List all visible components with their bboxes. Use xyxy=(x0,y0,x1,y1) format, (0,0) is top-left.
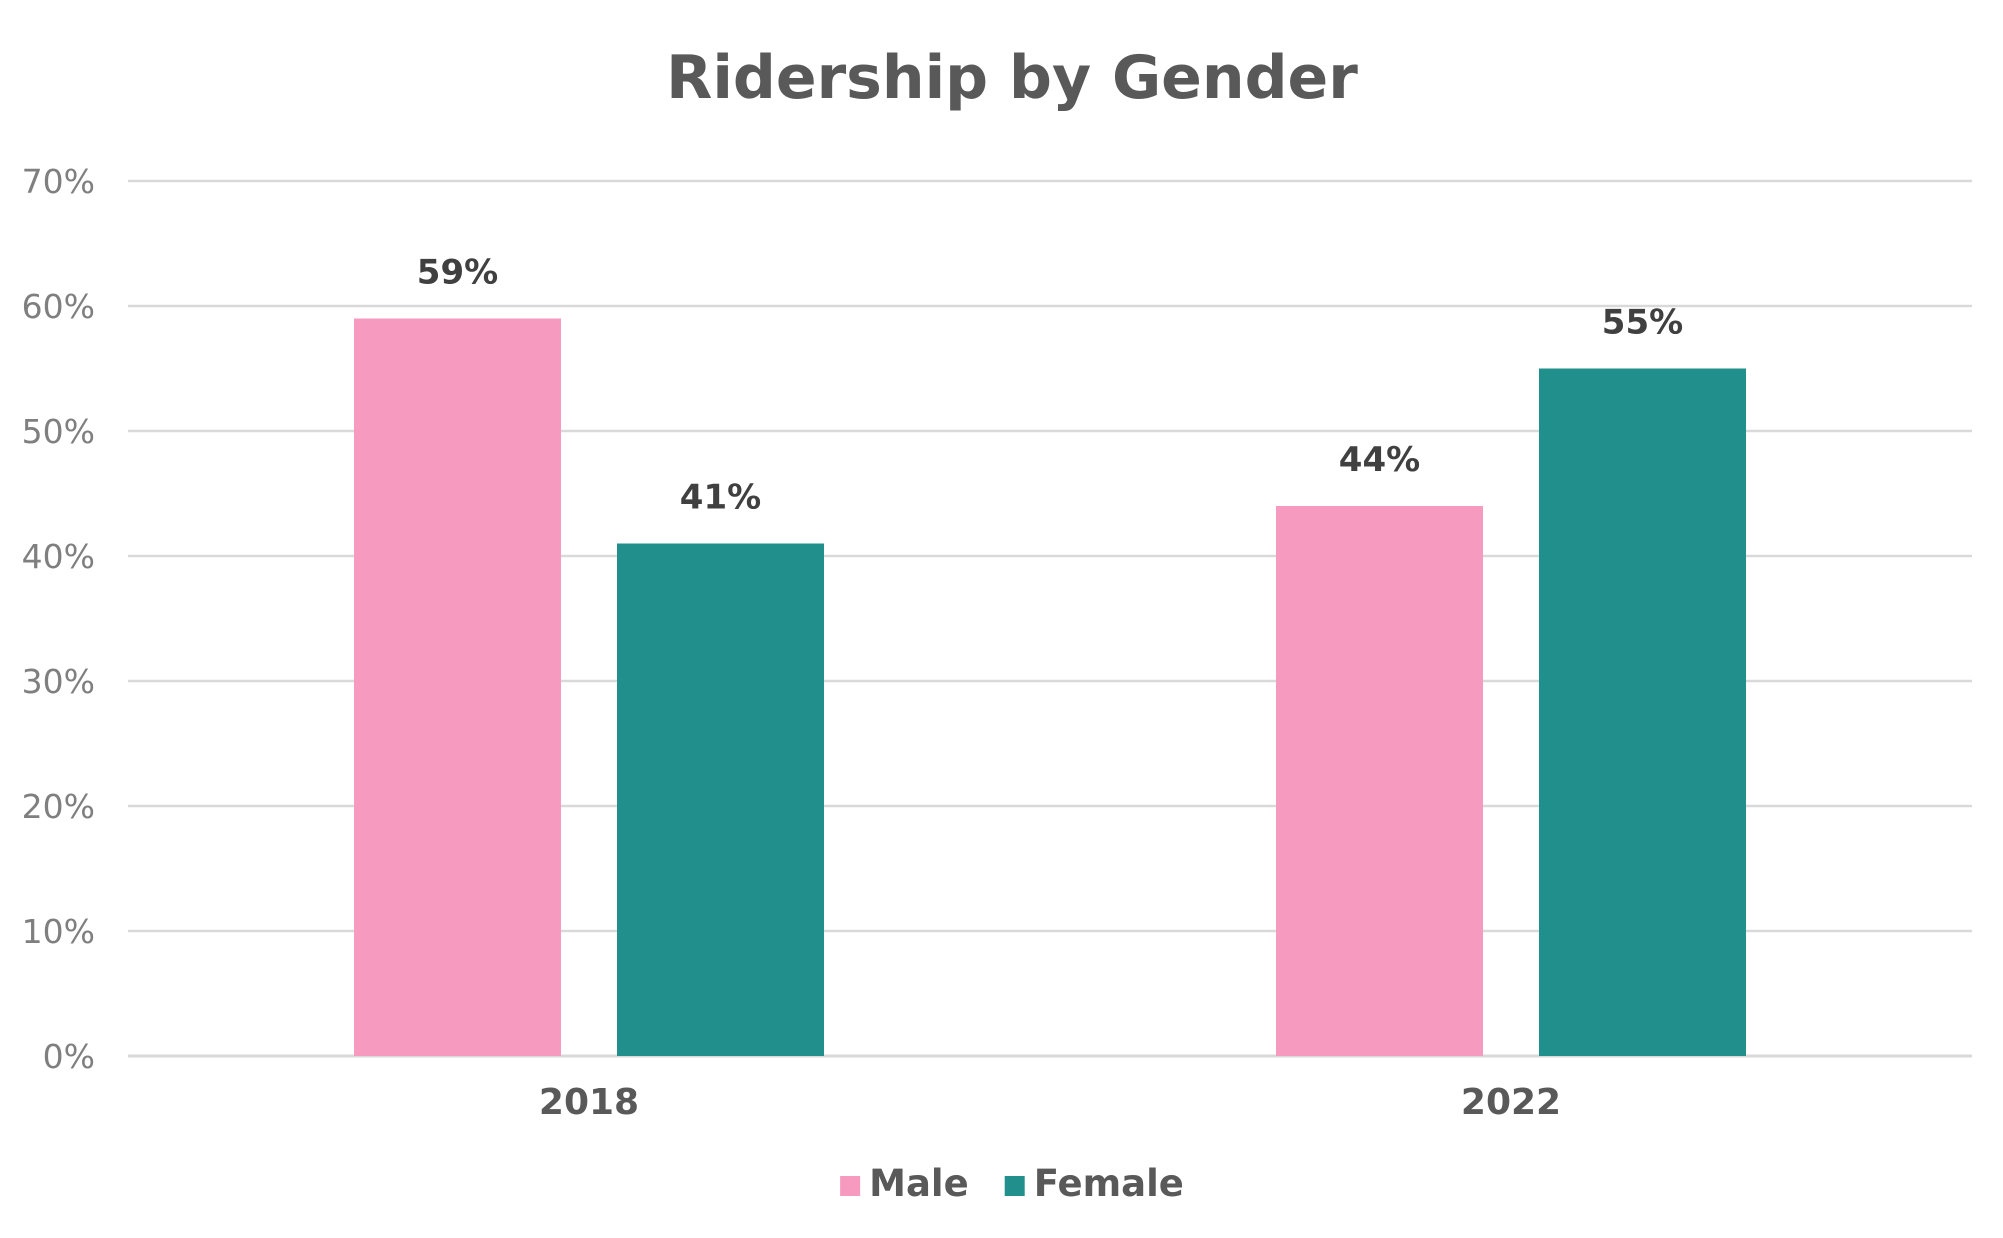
y-tick-label: 20% xyxy=(22,787,95,826)
chart-title: Ridership by Gender xyxy=(666,43,1358,113)
legend-label-male: Male xyxy=(869,1162,969,1205)
data-labels: 59% 41% 44% 55% xyxy=(417,253,1683,518)
bar-male-2022 xyxy=(1276,506,1483,1056)
x-tick-label: 2022 xyxy=(1461,1082,1561,1123)
y-tick-label: 40% xyxy=(22,537,95,576)
legend-label-female: Female xyxy=(1034,1162,1184,1205)
data-label: 41% xyxy=(680,478,761,518)
bars xyxy=(354,318,1746,1056)
legend-swatch-male xyxy=(840,1176,861,1196)
x-tick-label: 2018 xyxy=(539,1082,639,1123)
y-tick-label: 0% xyxy=(43,1037,95,1076)
legend-swatch-female xyxy=(1004,1176,1025,1196)
bar-male-2018 xyxy=(354,318,561,1056)
y-tick-label: 70% xyxy=(22,162,95,201)
y-tick-label: 30% xyxy=(22,662,95,701)
data-label: 44% xyxy=(1339,440,1420,480)
data-label: 59% xyxy=(417,253,498,293)
y-tick-label: 10% xyxy=(22,912,95,951)
x-axis-ticks: 2018 2022 xyxy=(539,1082,1561,1123)
bar-female-2022 xyxy=(1539,368,1746,1056)
y-tick-label: 50% xyxy=(22,412,95,451)
y-axis-ticks: 0% 10% 20% 30% 40% 50% 60% 70% xyxy=(22,162,95,1076)
y-tick-label: 60% xyxy=(22,287,95,326)
bar-female-2018 xyxy=(617,543,824,1056)
legend: Male Female xyxy=(840,1162,1184,1205)
data-label: 55% xyxy=(1602,303,1683,343)
